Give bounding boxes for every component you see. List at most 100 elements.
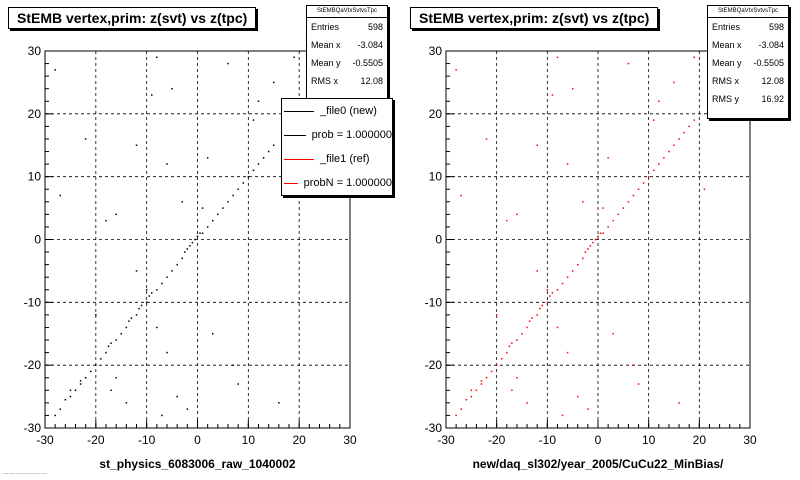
stats-label: Mean x	[311, 40, 341, 50]
data-point	[115, 376, 117, 379]
legend-swatch	[284, 182, 298, 184]
data-point	[582, 201, 584, 203]
data-point	[663, 157, 665, 159]
y-tick-label: 30	[28, 44, 42, 58]
data-point	[637, 383, 640, 385]
data-point	[293, 56, 295, 59]
x-tick-label: -30	[437, 433, 455, 447]
data-point	[151, 292, 153, 294]
data-point	[531, 317, 533, 319]
legend-entry: _file0 (new)	[282, 99, 392, 123]
data-point	[549, 295, 551, 297]
data-point	[222, 207, 224, 209]
data-point	[95, 364, 97, 366]
data-point	[470, 395, 473, 398]
stats-value: 598	[367, 22, 383, 32]
data-point	[227, 201, 229, 203]
data-point	[69, 395, 72, 398]
y-tick-label: -10	[425, 295, 443, 309]
data-point	[125, 326, 128, 329]
data-point	[693, 119, 696, 121]
stats-label: RMS y	[712, 94, 739, 104]
data-point	[647, 175, 650, 178]
data-point	[186, 248, 189, 250]
data-point	[465, 398, 468, 401]
data-point	[59, 408, 61, 410]
x-tick-label: 30	[343, 433, 357, 447]
data-point	[511, 342, 513, 344]
data-point	[171, 270, 173, 272]
data-point	[257, 163, 260, 165]
data-point	[576, 395, 579, 398]
legend-entry: prob = 1.000000	[282, 123, 392, 147]
data-point	[194, 238, 196, 241]
stats-row: RMS y 16.92	[708, 90, 788, 108]
data-point	[130, 317, 133, 319]
data-point	[703, 188, 706, 190]
y-tick-label: -30	[425, 421, 443, 435]
data-point	[556, 56, 559, 59]
legend-entry: _file1 (ref)	[282, 147, 392, 171]
data-point	[475, 389, 478, 392]
data-point	[189, 245, 191, 247]
y-tick-label: -20	[425, 358, 443, 372]
data-point	[105, 351, 107, 354]
x-tick-label: 0	[595, 433, 602, 447]
data-point	[627, 62, 630, 65]
data-point	[506, 351, 508, 354]
data-point	[485, 376, 488, 379]
legend-label: _file1 (ref)	[320, 153, 370, 165]
data-point	[176, 263, 178, 266]
data-point	[541, 304, 544, 307]
y-tick-label: 10	[429, 170, 443, 184]
data-point	[232, 194, 234, 197]
stats-box-left: StEMBQaVtxSvtvsTpc Entries 598 Mean x -3.0…	[306, 5, 388, 100]
stats-row: Mean y -0.5505	[307, 54, 387, 72]
data-point	[612, 333, 614, 335]
data-point	[227, 62, 229, 65]
data-point	[536, 314, 538, 316]
data-point	[587, 248, 589, 250]
data-point	[460, 194, 462, 197]
data-point	[79, 380, 82, 382]
stats-row: Mean y -0.5505	[708, 54, 788, 72]
legend-label: probN = 1.000000	[303, 177, 392, 189]
data-point	[622, 207, 625, 209]
data-point	[592, 241, 594, 244]
y-tick-label: 0	[435, 233, 442, 247]
data-point	[516, 213, 518, 216]
data-point	[642, 182, 645, 184]
data-point	[196, 235, 199, 238]
y-tick-label: 0	[34, 233, 41, 247]
data-point	[156, 326, 158, 329]
data-point	[602, 232, 604, 234]
footer-text: ...........................	[2, 470, 48, 476]
data-point	[138, 307, 140, 310]
data-point	[607, 226, 609, 228]
data-point	[64, 398, 67, 401]
y-tick-label: -20	[24, 358, 42, 372]
y-tick-label: -30	[24, 421, 42, 435]
data-point	[110, 342, 112, 344]
y-tick-label: -10	[24, 295, 42, 309]
data-point	[135, 144, 138, 146]
data-point	[74, 389, 77, 392]
data-point	[693, 56, 696, 59]
data-point	[566, 163, 569, 165]
data-point	[191, 241, 194, 244]
data-point	[566, 351, 569, 354]
data-point	[247, 175, 250, 178]
data-point	[627, 201, 630, 203]
data-point	[566, 276, 569, 278]
data-point	[688, 125, 690, 128]
x-tick-label: 20	[693, 433, 707, 447]
y-tick-label: 30	[429, 44, 443, 58]
stats-label: Entries	[712, 22, 741, 32]
x-tick-label: -30	[36, 433, 54, 447]
data-point	[658, 100, 660, 103]
stats-row: Entries 598	[307, 18, 387, 36]
stats-row: RMS x 12.08	[708, 72, 788, 90]
data-point	[201, 207, 204, 209]
data-point	[181, 257, 183, 260]
data-point	[526, 326, 528, 329]
